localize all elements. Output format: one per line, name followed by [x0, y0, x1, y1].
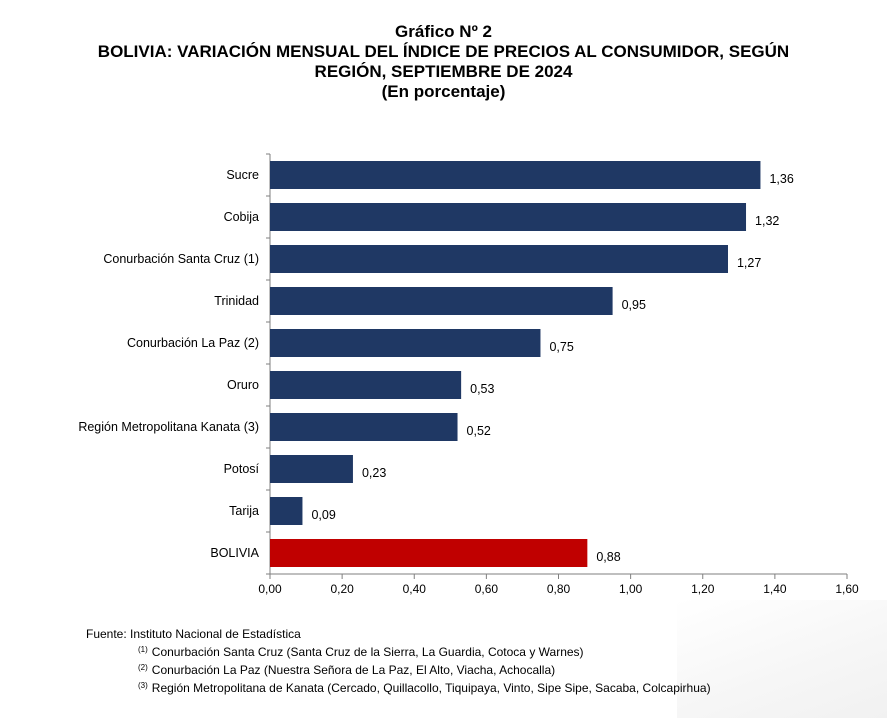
x-tick-label: 0,20 — [330, 582, 354, 596]
category-label: Sucre — [226, 168, 259, 182]
category-label: Tarija — [229, 504, 259, 518]
bar — [270, 497, 303, 525]
footnote-3: (3) Región Metropolitana de Kanata (Cerca… — [86, 678, 711, 696]
chart-units: (En porcentaje) — [381, 82, 506, 101]
bar — [270, 539, 588, 567]
data-label: 0,53 — [470, 382, 494, 396]
footnote-1: (1) Conurbación Santa Cruz (Santa Cruz de… — [86, 642, 711, 660]
footnote-1-marker: (1) — [138, 645, 148, 654]
chart-title-block: Gráfico Nº 2 BOLIVIA: VARIACIÓN MENSUAL … — [0, 22, 887, 102]
category-label: Conurbación La Paz (2) — [127, 336, 259, 350]
x-tick-label: 1,60 — [835, 582, 859, 596]
bar — [270, 287, 613, 315]
x-tick-label: 0,60 — [475, 582, 499, 596]
data-label: 1,36 — [769, 172, 793, 186]
bar — [270, 329, 541, 357]
footnote-2-marker: (2) — [138, 663, 148, 672]
data-label: 0,23 — [362, 466, 386, 480]
chart-title: BOLIVIA: VARIACIÓN MENSUAL DEL ÍNDICE DE… — [97, 42, 790, 61]
bar — [270, 245, 728, 273]
category-label: Oruro — [227, 378, 259, 392]
bar — [270, 413, 458, 441]
footnotes: Fuente: Instituto Nacional de Estadístic… — [86, 627, 711, 696]
background-decoration — [677, 600, 887, 718]
source-note: Fuente: Instituto Nacional de Estadístic… — [86, 627, 301, 641]
category-label: BOLIVIA — [210, 546, 259, 560]
data-label: 0,95 — [622, 298, 646, 312]
footnote-1-text: Conurbación Santa Cruz (Santa Cruz de la… — [151, 645, 584, 659]
x-tick-label: 1,20 — [691, 582, 715, 596]
data-label: 1,32 — [755, 214, 779, 228]
x-tick-label: 1,40 — [763, 582, 787, 596]
footnote-3-marker: (3) — [138, 681, 148, 690]
footnote-3-text: Región Metropolitana de Kanata (Cercado,… — [151, 681, 711, 695]
footnote-2: (2) Conurbación La Paz (Nuestra Señora de… — [86, 660, 711, 678]
bar — [270, 203, 747, 231]
x-tick-label: 0,80 — [547, 582, 571, 596]
data-label: 0,09 — [311, 508, 335, 522]
x-tick-label: 0,40 — [403, 582, 427, 596]
chart-title-continued: REGIÓN, SEPTIEMBRE DE 2024 — [314, 62, 573, 81]
category-label: Trinidad — [214, 294, 259, 308]
category-label: Potosí — [224, 462, 260, 476]
x-tick-label: 0,00 — [258, 582, 282, 596]
footnote-2-text: Conurbación La Paz (Nuestra Señora de La… — [151, 663, 556, 677]
data-label: 0,88 — [596, 550, 620, 564]
chart-number: Gráfico Nº 2 — [395, 22, 492, 41]
bar — [270, 161, 761, 189]
category-label: Cobija — [224, 210, 259, 224]
category-label: Conurbación Santa Cruz (1) — [103, 252, 259, 266]
data-label: 1,27 — [737, 256, 761, 270]
bar — [270, 455, 353, 483]
x-tick-label: 1,00 — [619, 582, 643, 596]
category-label: Región Metropolitana Kanata (3) — [78, 420, 259, 434]
data-label: 0,75 — [549, 340, 573, 354]
data-label: 0,52 — [467, 424, 491, 438]
bar — [270, 371, 462, 399]
